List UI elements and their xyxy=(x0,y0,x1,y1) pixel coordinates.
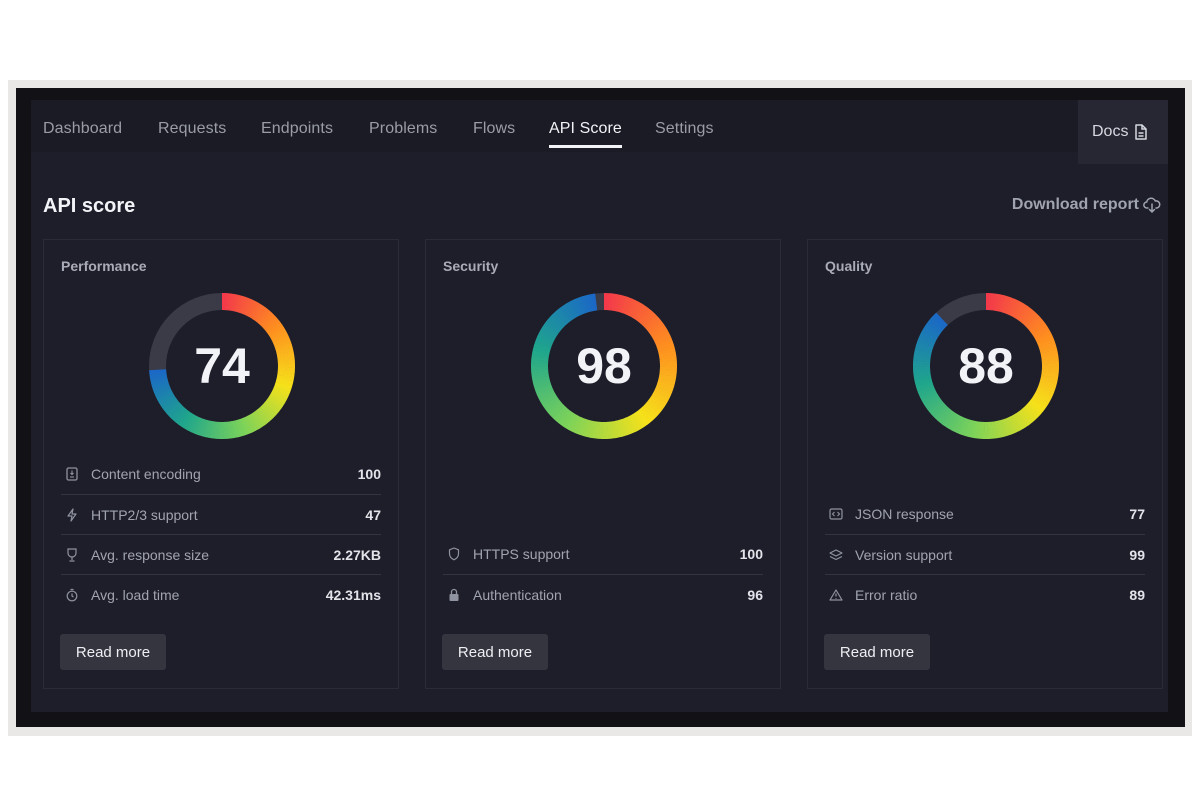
read-more-button[interactable]: Read more xyxy=(824,634,930,670)
warning-icon xyxy=(829,588,843,602)
top-nav: Dashboard Requests Endpoints Problems Fl… xyxy=(31,100,1078,152)
metric-value: 42.31ms xyxy=(325,587,381,603)
app-window: Dashboard Requests Endpoints Problems Fl… xyxy=(31,100,1168,712)
download-report-button[interactable]: Download report xyxy=(1012,196,1161,214)
page-title: API score xyxy=(43,195,136,217)
metric-row: Content encoding 100 xyxy=(61,454,381,494)
score-gauge xyxy=(530,293,677,439)
document-icon xyxy=(1135,124,1148,140)
metric-row: HTTPS support 100 xyxy=(443,534,763,574)
docs-label: Docs xyxy=(1092,123,1129,140)
tab-flows[interactable]: Flows xyxy=(473,120,516,137)
score-value: 98 xyxy=(576,338,632,394)
document-icon xyxy=(65,467,79,481)
read-more-button[interactable]: Read more xyxy=(60,634,166,670)
metric-value: 100 xyxy=(357,466,381,482)
tab-api-score[interactable]: API Score xyxy=(549,120,622,148)
stopwatch-icon xyxy=(65,588,79,602)
card-title: Performance xyxy=(61,258,147,274)
tab-problems[interactable]: Problems xyxy=(369,120,438,137)
metric-label: Content encoding xyxy=(91,466,201,482)
security-card: Security 98 HTTPS support 100 Authentica… xyxy=(425,239,781,689)
metric-row: HTTP2/3 support 47 xyxy=(61,494,381,535)
metric-value: 99 xyxy=(1129,547,1145,563)
tab-dashboard[interactable]: Dashboard xyxy=(43,120,123,137)
metric-value: 77 xyxy=(1129,506,1145,522)
tab-settings[interactable]: Settings xyxy=(655,120,714,137)
lock-icon xyxy=(447,588,461,602)
card-title: Quality xyxy=(825,258,873,274)
download-report-label: Download report xyxy=(1011,196,1139,213)
score-value: 74 xyxy=(194,338,250,394)
tab-requests[interactable]: Requests xyxy=(158,120,227,137)
trophy-icon xyxy=(65,548,79,562)
metric-row: Avg. response size 2.27KB xyxy=(61,534,381,575)
docs-button[interactable]: Docs xyxy=(1078,100,1168,164)
metric-value: 96 xyxy=(747,587,763,603)
read-more-button[interactable]: Read more xyxy=(442,634,548,670)
tab-api-score-label: API Score xyxy=(549,120,622,137)
gauge-arc-segment xyxy=(933,312,948,327)
metric-value: 2.27KB xyxy=(333,547,381,563)
metric-label: Version support xyxy=(855,547,953,563)
score-value: 88 xyxy=(958,338,1014,394)
code-icon xyxy=(829,507,843,521)
cloud-download-icon xyxy=(1143,197,1161,213)
metric-value: 47 xyxy=(365,507,381,523)
lightning-icon xyxy=(65,508,79,522)
metric-label: HTTPS support xyxy=(473,546,570,562)
active-tab-indicator xyxy=(549,145,622,148)
score-gauge xyxy=(149,293,296,440)
metric-row: Avg. load time 42.31ms xyxy=(61,574,381,615)
metric-row: Authentication 96 xyxy=(443,574,763,615)
card-title: Security xyxy=(443,258,499,274)
score-gauge xyxy=(913,292,1059,440)
metric-row: Error ratio 89 xyxy=(825,574,1145,615)
metric-label: JSON response xyxy=(855,506,954,522)
metric-value: 100 xyxy=(739,546,763,562)
metric-label: Authentication xyxy=(473,587,562,603)
metric-row: JSON response 77 xyxy=(825,494,1145,534)
metric-value: 89 xyxy=(1129,587,1145,603)
metric-label: Avg. load time xyxy=(91,587,180,603)
quality-card: Quality 88 JSON response 77 Version supp… xyxy=(807,239,1163,689)
performance-card: Performance 74 Content encoding 100 HTTP… xyxy=(43,239,399,689)
layers-icon xyxy=(829,548,843,562)
tab-endpoints[interactable]: Endpoints xyxy=(261,120,334,137)
metric-label: Error ratio xyxy=(855,587,918,603)
metric-label: HTTP2/3 support xyxy=(91,507,198,523)
metric-row: Version support 99 xyxy=(825,534,1145,575)
shield-icon xyxy=(447,547,461,561)
metric-label: Avg. response size xyxy=(91,547,210,563)
